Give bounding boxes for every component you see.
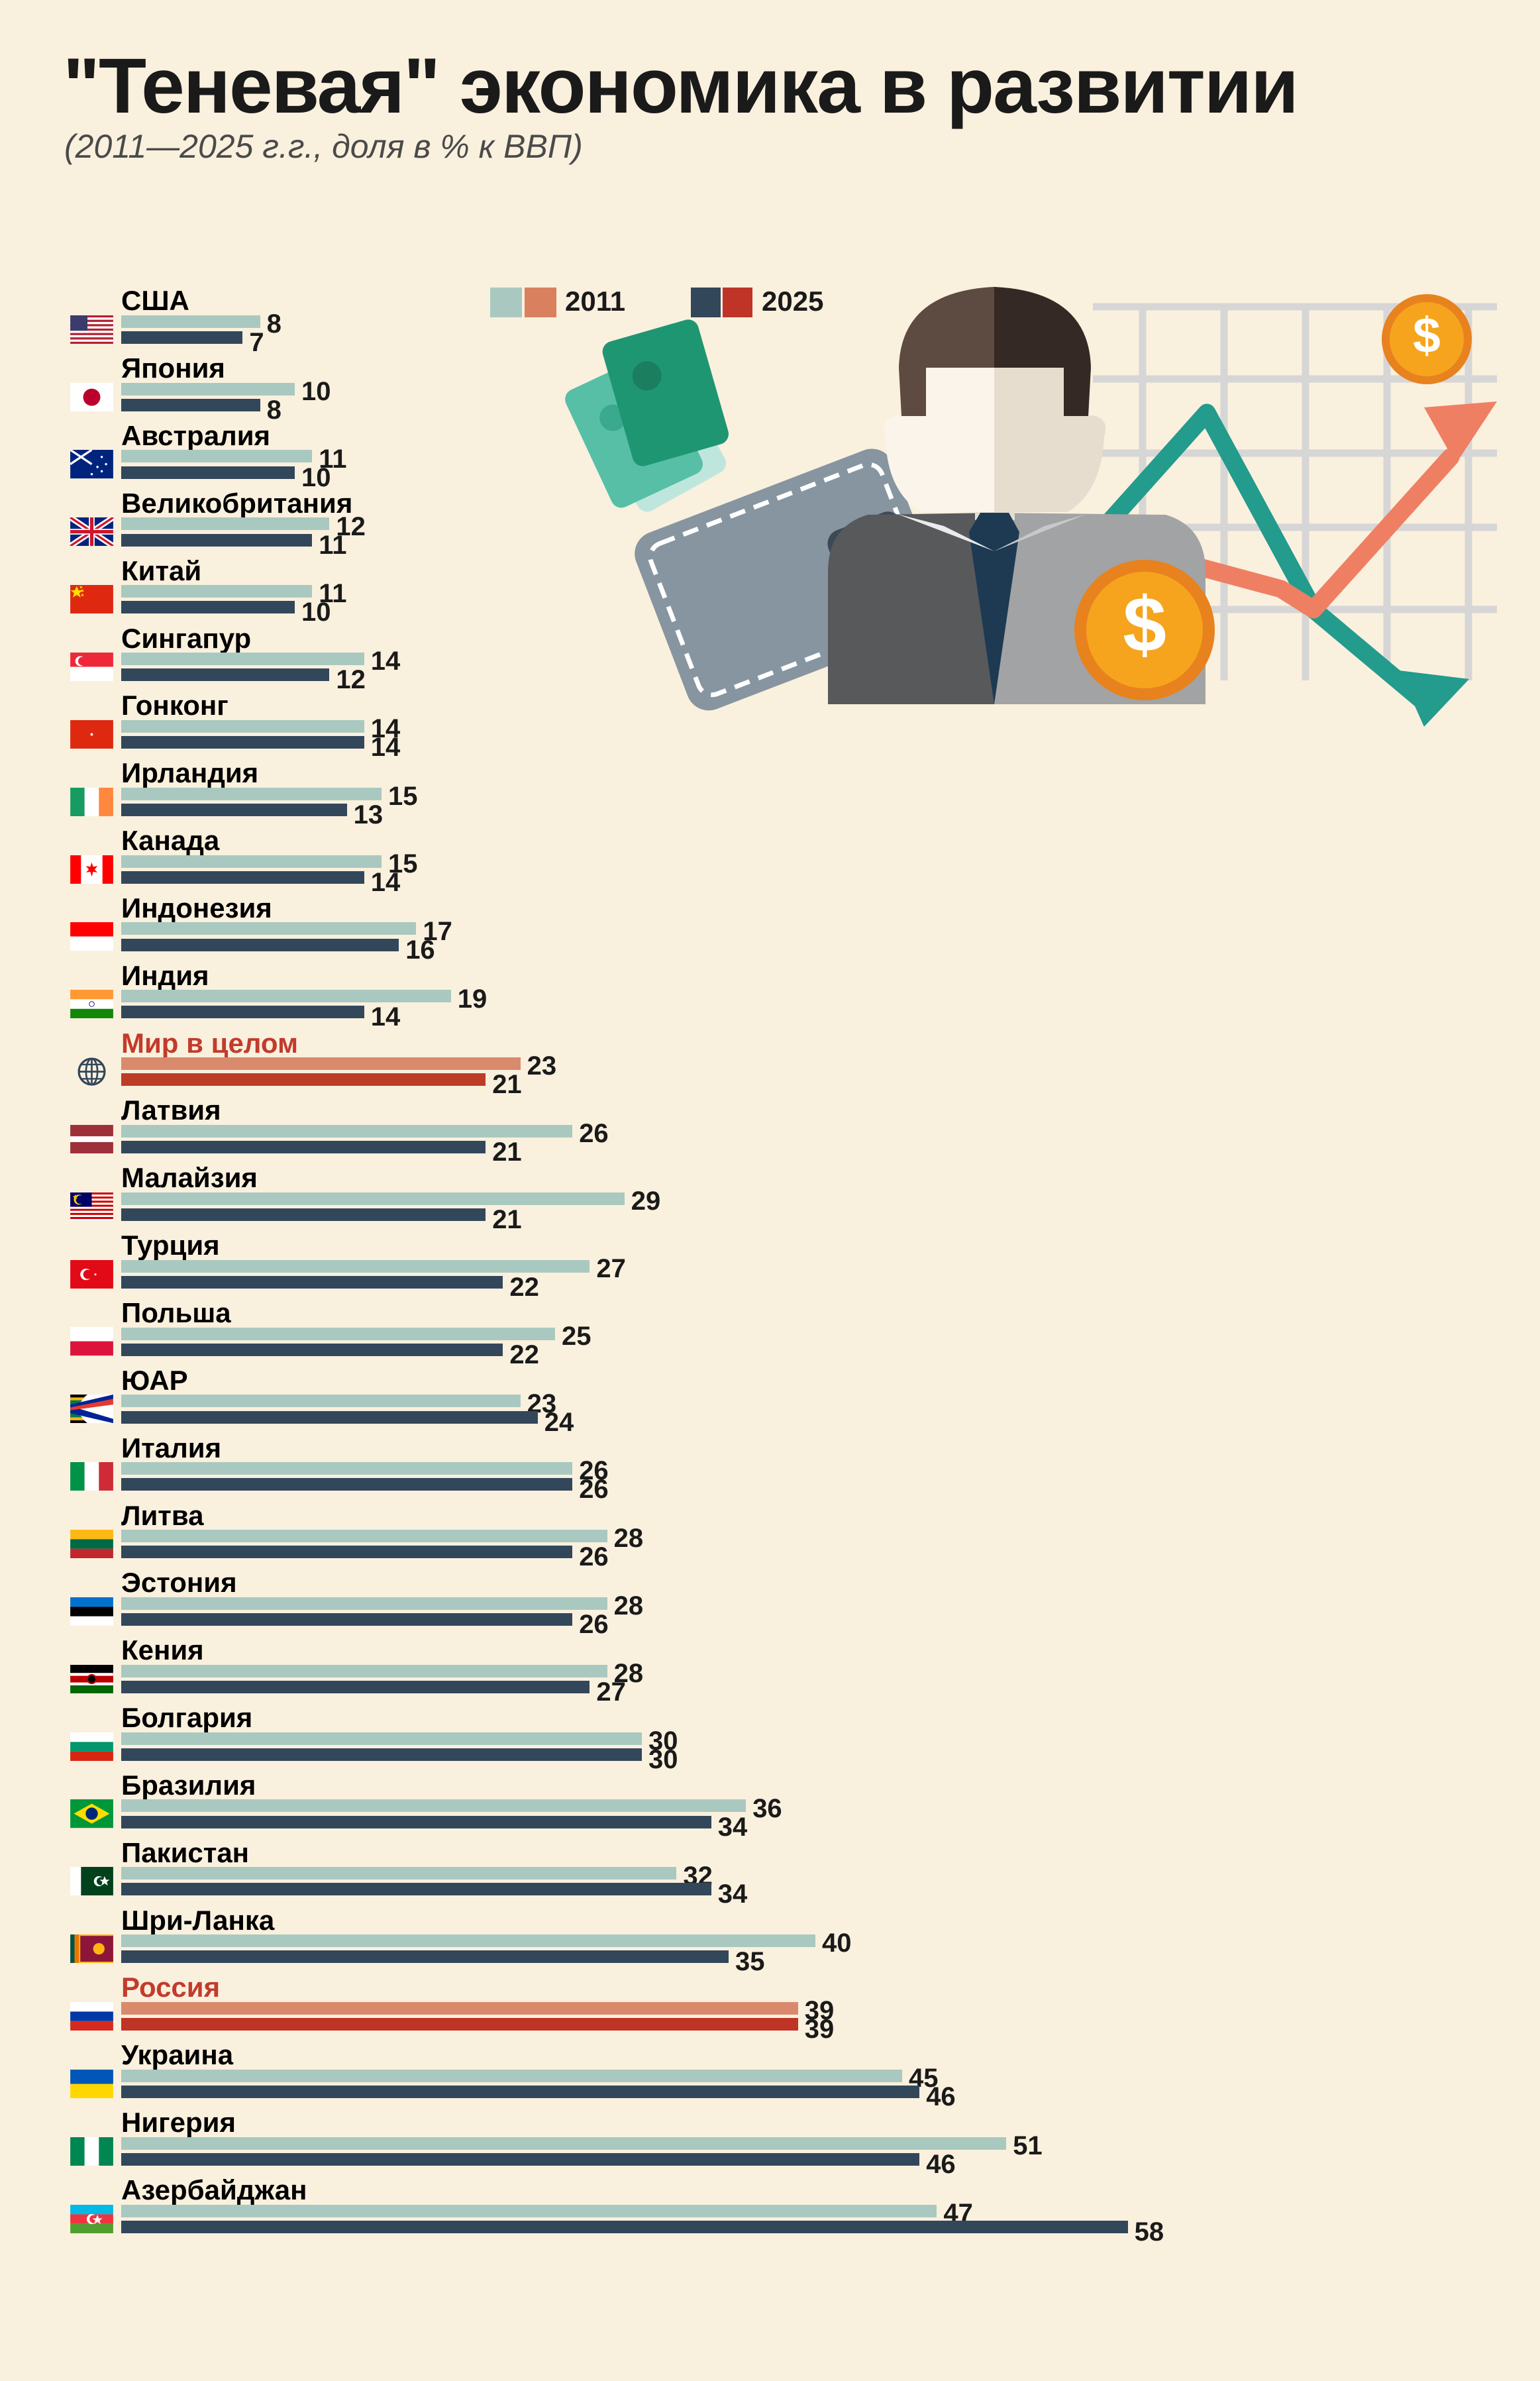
svg-text:$: $ [1413,307,1441,363]
svg-text:$: $ [1123,581,1166,668]
